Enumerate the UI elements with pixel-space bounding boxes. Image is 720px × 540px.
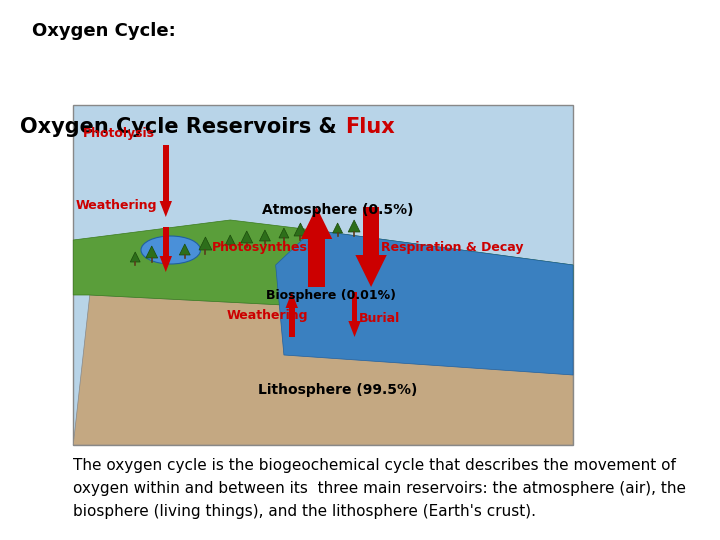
FancyBboxPatch shape	[289, 308, 294, 337]
Polygon shape	[348, 321, 361, 337]
FancyBboxPatch shape	[73, 105, 573, 445]
Polygon shape	[130, 252, 140, 262]
Text: Respiration & Decay: Respiration & Decay	[381, 240, 523, 253]
Text: Oxygen Cycle:: Oxygen Cycle:	[32, 22, 176, 40]
Polygon shape	[179, 244, 190, 255]
Polygon shape	[73, 220, 573, 320]
Polygon shape	[356, 255, 387, 287]
Polygon shape	[160, 201, 172, 217]
Polygon shape	[348, 220, 360, 232]
Text: Weathering: Weathering	[226, 308, 307, 321]
Text: Burial: Burial	[359, 312, 400, 325]
Polygon shape	[145, 246, 158, 258]
Polygon shape	[315, 223, 327, 234]
FancyBboxPatch shape	[363, 207, 379, 255]
Text: The oxygen cycle is the biogeochemical cycle that describes the movement of
oxyg: The oxygen cycle is the biogeochemical c…	[73, 458, 686, 518]
Text: Photosynthesis: Photosynthesis	[212, 240, 319, 253]
FancyBboxPatch shape	[308, 239, 325, 287]
Polygon shape	[240, 231, 253, 243]
Text: Photolysis: Photolysis	[83, 126, 155, 139]
Text: Weathering: Weathering	[76, 199, 157, 212]
Polygon shape	[294, 223, 307, 236]
FancyBboxPatch shape	[163, 145, 168, 201]
Polygon shape	[286, 292, 298, 308]
Polygon shape	[225, 235, 235, 245]
Polygon shape	[333, 223, 343, 233]
Polygon shape	[276, 230, 573, 375]
FancyBboxPatch shape	[163, 227, 168, 256]
Polygon shape	[279, 228, 289, 238]
Text: Biosphere (0.01%): Biosphere (0.01%)	[266, 288, 397, 301]
Polygon shape	[160, 256, 172, 272]
Polygon shape	[259, 230, 271, 241]
Text: Atmosphere (0.5%): Atmosphere (0.5%)	[262, 203, 414, 217]
Text: Lithosphere (99.5%): Lithosphere (99.5%)	[258, 383, 418, 397]
Ellipse shape	[141, 236, 200, 264]
Polygon shape	[73, 295, 573, 445]
Polygon shape	[199, 237, 212, 250]
Text: Oxygen Cycle Reservoirs &: Oxygen Cycle Reservoirs &	[20, 117, 344, 137]
FancyBboxPatch shape	[351, 292, 357, 321]
Polygon shape	[301, 207, 332, 239]
Text: Flux: Flux	[345, 117, 395, 137]
